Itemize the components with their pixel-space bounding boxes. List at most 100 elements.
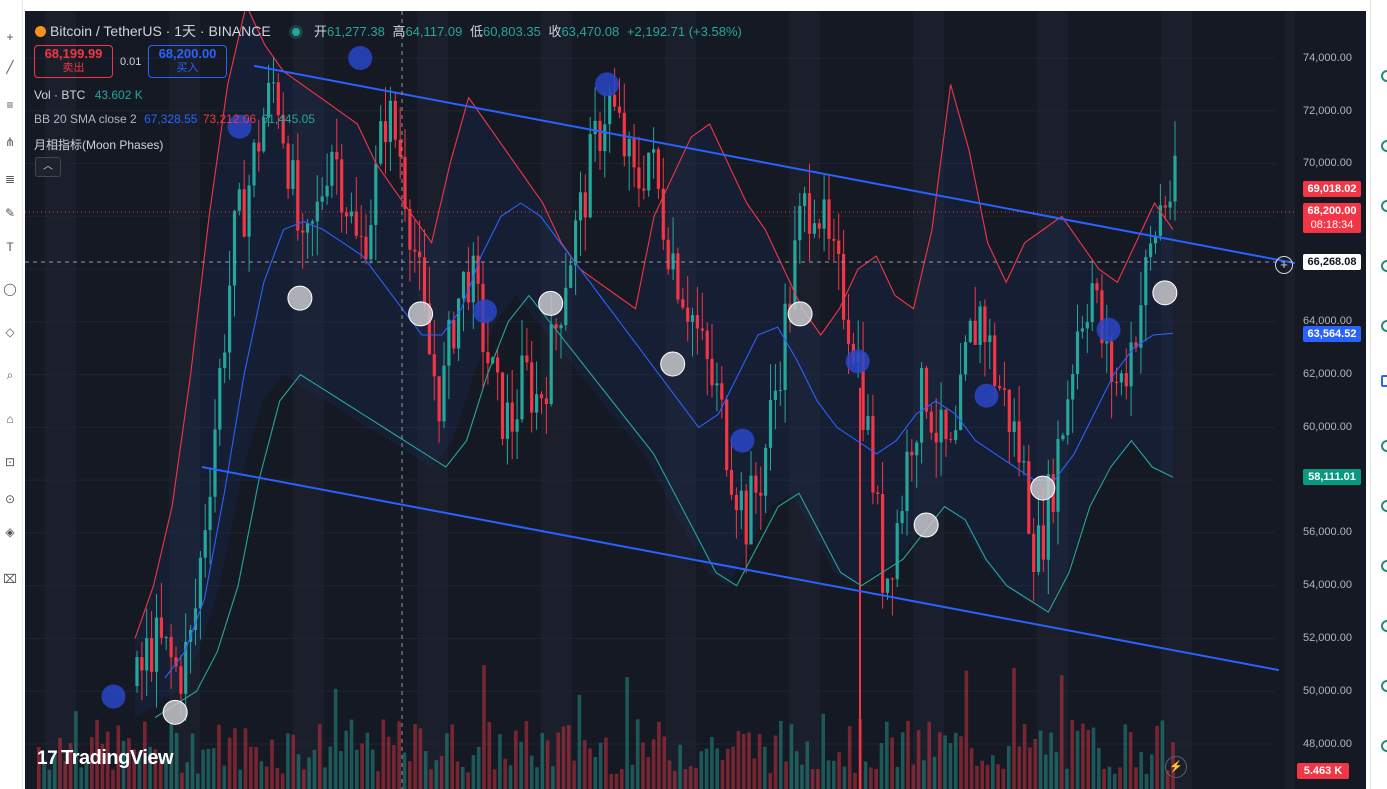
price-tick: 60,000.00 — [1303, 421, 1352, 433]
volume-bar — [741, 734, 746, 789]
watchlist-selected-icon[interactable] — [1381, 375, 1387, 387]
volume-bar — [1112, 773, 1117, 789]
symbol-header[interactable]: Bitcoin / TetherUS · 1天 · BINANCE 开61,27… — [35, 21, 742, 41]
watchlist-dot-icon[interactable] — [1381, 260, 1387, 272]
volume-bar — [217, 724, 221, 789]
price-tick: 62,000.00 — [1303, 368, 1352, 380]
watchlist-dot-icon[interactable] — [1381, 740, 1387, 752]
volume-bar — [996, 764, 1000, 789]
candle-body — [920, 367, 924, 443]
price-chart[interactable] — [25, 11, 1366, 789]
candle-body — [983, 306, 987, 343]
pitchfork-tool-icon[interactable]: ⋔ — [4, 135, 16, 149]
bb-legend[interactable]: BB 20 SMA close 2 67,328.55 73,212.06 61… — [34, 112, 315, 126]
candle-body — [452, 319, 456, 349]
crosshair-icon[interactable]: + — [6, 30, 14, 44]
candle-body — [330, 151, 334, 186]
volume-bar — [524, 721, 529, 789]
volume-bar — [1139, 752, 1143, 789]
volume-bar — [1033, 739, 1037, 789]
candle-body — [218, 368, 222, 430]
zoom-tool-icon[interactable]: ⌕ — [6, 368, 14, 382]
watchlist-dot-icon[interactable] — [1381, 620, 1387, 632]
session-band — [1037, 11, 1068, 789]
candle-body — [1022, 461, 1026, 463]
ruler-tool-icon[interactable]: ◇ — [5, 325, 15, 339]
candle-body — [135, 657, 139, 686]
lines-tool-icon[interactable]: ≡ — [6, 98, 14, 112]
candle-body — [1144, 257, 1148, 306]
watchlist-dot-icon[interactable] — [1381, 440, 1387, 452]
volume-bar — [349, 719, 354, 789]
text-tool-icon[interactable]: T — [6, 240, 14, 254]
volume-bar — [1054, 752, 1059, 789]
candle-body — [193, 608, 198, 630]
chart-pane[interactable]: Bitcoin / TetherUS · 1天 · BINANCE 开61,27… — [25, 11, 1366, 789]
magnet-tool-icon[interactable]: ⌂ — [6, 412, 14, 426]
candle-body — [642, 188, 646, 191]
volume-bar — [588, 748, 592, 789]
high-label: 高 — [392, 24, 406, 39]
watchlist-dot-icon[interactable] — [1381, 320, 1387, 332]
volume-bar — [280, 773, 285, 789]
candle-body — [978, 306, 982, 345]
new-moon-marker — [101, 684, 126, 709]
candle-body — [613, 94, 617, 107]
patterns-tool-icon[interactable]: ◯ — [3, 282, 17, 296]
trendline-tool-icon[interactable]: ╱ — [6, 60, 14, 74]
volume-bar — [948, 743, 953, 789]
volume-bar — [259, 761, 264, 789]
candle-body — [1149, 243, 1153, 258]
lightning-icon[interactable]: ⚡ — [1165, 756, 1187, 778]
candle-body — [574, 220, 578, 266]
candle-body — [184, 641, 188, 694]
volume-bar — [620, 769, 624, 789]
volume-bar — [201, 749, 205, 789]
moon-phase-legend[interactable]: 月相指标(Moon Phases) — [34, 138, 164, 152]
volume-bar — [47, 769, 52, 789]
eye-tool-icon[interactable]: ⊙ — [4, 492, 16, 506]
new-moon-marker — [472, 299, 497, 324]
collapse-legend-button[interactable]: ︿ — [35, 157, 61, 177]
volume-bar — [164, 759, 168, 789]
watchlist-dot-icon[interactable] — [1381, 200, 1387, 212]
volume-bar — [508, 765, 513, 789]
volume-bar — [323, 767, 327, 789]
full-moon-marker — [538, 290, 564, 316]
volume-bar — [68, 743, 73, 789]
candle-body — [1046, 474, 1050, 560]
lock-tool-icon[interactable]: ⊡ — [4, 455, 16, 469]
symbol-title[interactable]: Bitcoin / TetherUS · 1天 · BINANCE — [50, 23, 271, 39]
watchlist-dot-icon[interactable] — [1381, 560, 1387, 572]
spread-value: 0.01 — [120, 56, 142, 68]
volume-bar — [598, 742, 603, 789]
sell-button[interactable]: 68,199.99 卖出 — [34, 45, 113, 78]
brush-tool-icon[interactable]: ✎ — [4, 206, 16, 220]
volume-bar — [874, 768, 878, 789]
hide-tool-icon[interactable]: ◈ — [5, 525, 15, 539]
candle-body — [588, 134, 592, 218]
watchlist-dot-icon[interactable] — [1381, 140, 1387, 152]
candle-body — [257, 142, 261, 152]
add-alert-plus-icon[interactable]: + — [1275, 256, 1293, 274]
volume-bar — [386, 736, 391, 789]
volume-bar — [376, 771, 380, 789]
watchlist-dot-icon[interactable] — [1381, 680, 1387, 692]
sell-label: 卖出 — [62, 62, 85, 74]
watchlist-dot-icon[interactable] — [1381, 500, 1387, 512]
buy-button[interactable]: 68,200.00 买入 — [148, 45, 227, 78]
trash-tool-icon[interactable]: ⌧ — [3, 572, 17, 586]
volume-bar — [238, 769, 242, 789]
volume-bar — [455, 761, 460, 789]
candle-body — [700, 328, 704, 331]
session-band — [789, 11, 820, 789]
fib-tool-icon[interactable]: ≣ — [4, 172, 16, 186]
candle-body — [1012, 421, 1016, 432]
volume-bar — [275, 768, 280, 789]
candle-body — [564, 287, 568, 326]
volume-legend[interactable]: Vol · BTC 43.602 K — [34, 88, 143, 102]
candle-body — [686, 307, 690, 322]
candle-body — [271, 82, 276, 84]
watchlist-dot-icon[interactable] — [1381, 70, 1387, 82]
volume-bar — [302, 769, 306, 789]
